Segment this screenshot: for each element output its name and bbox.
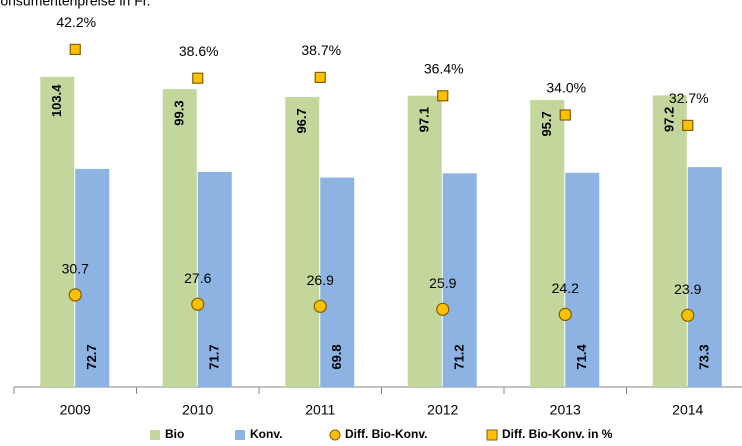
legend-label: Diff. Bio-Konv. in %	[502, 427, 613, 441]
marker-square	[314, 71, 326, 84]
bar	[442, 173, 477, 387]
x-tick-label: 2013	[550, 402, 581, 418]
data-label: 38.7%	[301, 42, 341, 58]
data-label: 71.4	[574, 344, 589, 370]
bar	[530, 99, 565, 388]
data-label: 71.7	[207, 344, 222, 369]
data-label: 30.7	[62, 261, 89, 277]
bar	[565, 172, 600, 387]
data-label: 71.2	[452, 344, 467, 369]
data-label: 99.3	[172, 100, 187, 125]
data-label: 97.2	[662, 107, 677, 132]
data-label: 25.9	[429, 275, 456, 291]
x-tick-label: 2014	[672, 402, 703, 418]
data-label: 38.6%	[179, 43, 219, 59]
data-label: 69.8	[329, 344, 344, 369]
legend-label: Konv.	[250, 427, 282, 441]
bar	[285, 96, 320, 388]
data-label: 32.7%	[669, 90, 709, 106]
marker-circle	[313, 299, 327, 313]
legend-label: Diff. Bio-Konv.	[345, 427, 427, 441]
x-tick-label: 2011	[305, 402, 335, 418]
legend-swatch	[329, 429, 341, 441]
bar	[652, 95, 687, 388]
marker-square	[69, 43, 81, 56]
marker-circle	[681, 308, 695, 322]
data-label: 97.1	[417, 107, 432, 132]
legend-swatch	[235, 430, 245, 440]
marker-square	[682, 119, 694, 132]
legend-swatch	[486, 429, 498, 441]
data-label: 27.6	[184, 270, 211, 286]
data-label: 24.2	[552, 280, 579, 296]
data-label: 34.0%	[546, 80, 586, 96]
data-label: 73.3	[697, 344, 712, 369]
marker-square	[559, 109, 571, 121]
chart-title: Konsumentenpreise in Fr.	[0, 0, 151, 9]
marker-circle	[191, 297, 205, 311]
data-label: 42.2%	[56, 14, 96, 30]
bar	[407, 95, 442, 387]
bar	[687, 167, 722, 387]
data-label: 23.9	[674, 281, 701, 297]
bar	[40, 76, 75, 388]
bar	[320, 177, 355, 387]
x-tick-label: 2009	[60, 402, 91, 418]
data-label: 36.4%	[424, 61, 464, 77]
marker-circle	[68, 288, 82, 302]
x-tick-label: 2012	[427, 402, 458, 418]
bar	[162, 89, 197, 387]
legend-swatch	[150, 430, 160, 440]
data-label: 95.7	[539, 111, 554, 136]
data-label: 72.7	[84, 344, 99, 369]
marker-circle	[436, 302, 450, 316]
data-label: 103.4	[49, 84, 64, 117]
marker-square	[192, 72, 204, 84]
data-label: 26.9	[307, 272, 334, 288]
bar	[75, 168, 110, 387]
bar	[197, 171, 232, 387]
legend-label: Bio	[165, 427, 184, 441]
x-tick-label: 2010	[182, 402, 213, 418]
marker-circle	[558, 307, 572, 321]
marker-square	[437, 90, 449, 102]
data-label: 96.7	[294, 108, 309, 133]
